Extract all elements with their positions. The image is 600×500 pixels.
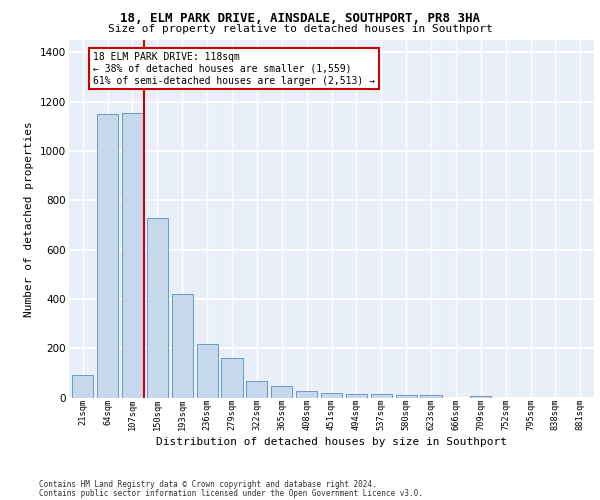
Bar [421, 395, 442, 398]
Text: Contains public sector information licensed under the Open Government Licence v3: Contains public sector information licen… [39, 488, 423, 498]
Text: Size of property relative to detached houses in Southport: Size of property relative to detached ho… [107, 24, 493, 34]
Text: 18, ELM PARK DRIVE, AINSDALE, SOUTHPORT, PR8 3HA: 18, ELM PARK DRIVE, AINSDALE, SOUTHPORT,… [120, 12, 480, 25]
Bar [147, 218, 168, 398]
Bar [246, 382, 268, 398]
Bar [296, 390, 317, 398]
Bar [172, 294, 193, 398]
Y-axis label: Number of detached properties: Number of detached properties [25, 121, 34, 316]
Bar [197, 344, 218, 398]
Bar [72, 376, 93, 398]
Bar [122, 112, 143, 398]
Text: 18 ELM PARK DRIVE: 118sqm
← 38% of detached houses are smaller (1,559)
61% of se: 18 ELM PARK DRIVE: 118sqm ← 38% of detac… [93, 52, 375, 86]
Bar [221, 358, 242, 398]
Bar [97, 114, 118, 398]
X-axis label: Distribution of detached houses by size in Southport: Distribution of detached houses by size … [156, 438, 507, 448]
Text: Contains HM Land Registry data © Crown copyright and database right 2024.: Contains HM Land Registry data © Crown c… [39, 480, 377, 489]
Bar [271, 386, 292, 398]
Bar [470, 396, 491, 398]
Bar [346, 394, 367, 398]
Bar [395, 395, 417, 398]
Bar [321, 392, 342, 398]
Bar [371, 394, 392, 398]
